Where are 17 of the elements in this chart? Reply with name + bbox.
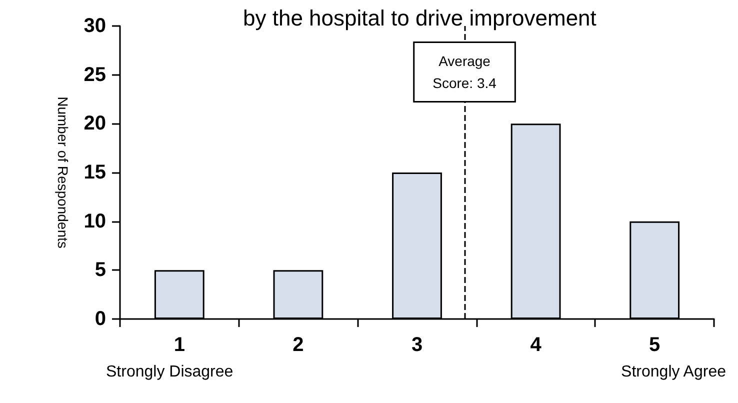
y-tick-label: 0 — [94, 308, 106, 330]
ref-line-label: Average Score: 3.4 — [432, 53, 497, 91]
y-axis-title: Number of Respondents — [55, 96, 71, 248]
y-tick-label: 10 — [84, 210, 106, 232]
x-tick-label: 5 — [649, 334, 660, 356]
x-tick-label: 3 — [411, 334, 423, 356]
chart-title: by the hospital to drive improvement — [243, 6, 596, 30]
x-tick-label: 4 — [530, 334, 542, 356]
text: Strongly Agree — [621, 364, 726, 380]
x-tick-label: 1 — [174, 334, 185, 356]
y-tick-label: 20 — [84, 112, 106, 135]
text: Strongly Disagree — [106, 364, 234, 380]
y-tick-label: 25 — [84, 64, 106, 86]
y-tick-label: 15 — [84, 162, 106, 184]
y-tick-label: 30 — [84, 15, 106, 37]
x-tick-label: 2 — [292, 334, 304, 356]
y-tick-label: 5 — [94, 259, 106, 282]
